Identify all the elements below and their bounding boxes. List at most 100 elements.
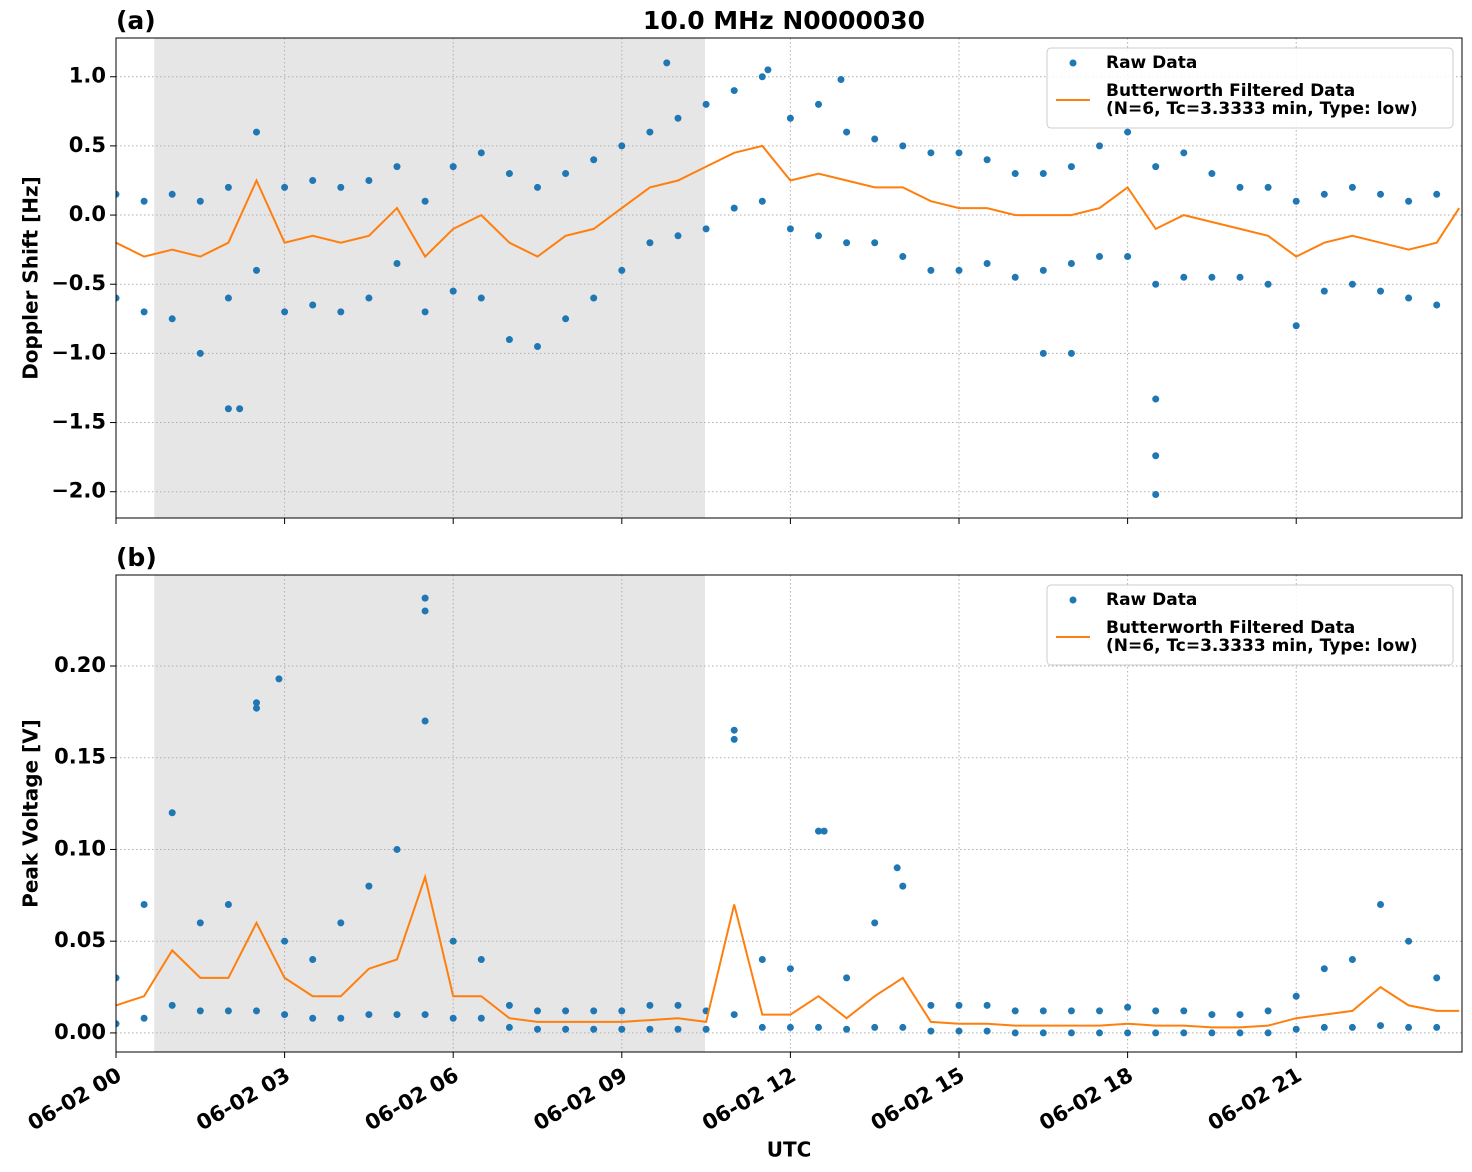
raw-point (1039, 349, 1047, 357)
raw-point (224, 294, 232, 302)
raw-point (927, 149, 935, 157)
raw-point (393, 163, 401, 171)
raw-point (1377, 190, 1385, 198)
raw-point (843, 974, 851, 982)
raw-point (1039, 266, 1047, 274)
raw-point (730, 87, 738, 95)
raw-point (983, 259, 991, 267)
raw-point (1180, 1029, 1188, 1037)
panel-label: (b) (116, 543, 157, 572)
raw-point (1236, 1029, 1244, 1037)
y-tick-label: 0.10 (54, 836, 106, 860)
raw-point (1180, 1007, 1188, 1015)
raw-point (702, 100, 710, 108)
raw-point (1039, 1007, 1047, 1015)
filtered-line (116, 144, 1461, 259)
raw-point (1433, 301, 1441, 309)
raw-point (927, 1027, 935, 1035)
raw-point (505, 170, 513, 178)
x-axis-label: UTC (767, 1138, 812, 1162)
raw-point (534, 183, 542, 191)
raw-point (449, 287, 457, 295)
raw-point (590, 294, 598, 302)
raw-point (646, 1025, 654, 1033)
raw-point (365, 882, 373, 890)
raw-point (1348, 183, 1356, 191)
raw-point (1377, 900, 1385, 908)
raw-point (168, 315, 176, 323)
x-tick-label: 06-02 12 (698, 1063, 800, 1136)
raw-point (871, 135, 879, 143)
raw-point (421, 607, 429, 615)
raw-point (815, 100, 823, 108)
raw-point (1096, 142, 1104, 150)
raw-point (786, 1023, 794, 1031)
raw-point (758, 73, 766, 81)
raw-point (477, 149, 485, 157)
panel-label: (a) (116, 6, 156, 35)
raw-point (843, 128, 851, 136)
raw-point (505, 1023, 513, 1031)
y-tick-label: 0.5 (69, 133, 106, 157)
legend-box (1046, 47, 1454, 129)
raw-point (955, 266, 963, 274)
raw-point (309, 176, 317, 184)
raw-point (224, 1007, 232, 1015)
raw-point (196, 197, 204, 205)
raw-point (1152, 452, 1160, 460)
raw-point (899, 1023, 907, 1031)
legend-box (1046, 584, 1454, 666)
raw-point (393, 259, 401, 267)
raw-point (421, 308, 429, 316)
raw-point (646, 128, 654, 136)
raw-point (1011, 273, 1019, 281)
raw-point (1152, 163, 1160, 171)
raw-point (1236, 273, 1244, 281)
raw-point (505, 336, 513, 344)
raw-point (618, 142, 626, 150)
axes-frame (115, 37, 1463, 519)
y-tick-label: 0.15 (54, 745, 106, 769)
x-tick-label: 06-02 18 (1035, 1063, 1137, 1136)
raw-point (168, 809, 176, 817)
raw-point (1348, 1023, 1356, 1031)
raw-point (786, 114, 794, 122)
raw-point (730, 735, 738, 743)
raw-point (893, 864, 901, 872)
raw-point (365, 1011, 373, 1019)
raw-point (534, 1025, 542, 1033)
raw-point (1377, 287, 1385, 295)
raw-point (505, 1001, 513, 1009)
raw-point (983, 156, 991, 164)
raw-point (337, 308, 345, 316)
raw-point (786, 225, 794, 233)
x-tick-label: 06-02 09 (529, 1063, 631, 1136)
raw-point (1208, 1029, 1216, 1037)
raw-point (1096, 253, 1104, 261)
legend-label: Butterworth Filtered Data (N=6, Tc=3.3333… (1106, 81, 1418, 119)
raw-point (421, 717, 429, 725)
raw-point (837, 75, 845, 83)
raw-point (899, 882, 907, 890)
raw-point (534, 1007, 542, 1015)
raw-point (309, 301, 317, 309)
raw-point (674, 1025, 682, 1033)
plot-area (116, 575, 1462, 1052)
raw-point (1180, 149, 1188, 157)
raw-point (562, 1007, 570, 1015)
raw-point (281, 937, 289, 945)
raw-point (1180, 273, 1188, 281)
raw-point (730, 726, 738, 734)
raw-point (1124, 253, 1132, 261)
shaded-span (154, 575, 705, 1052)
raw-point (275, 675, 283, 683)
raw-point (1264, 183, 1272, 191)
raw-point (421, 594, 429, 602)
raw-point (764, 66, 772, 74)
raw-point (1405, 294, 1413, 302)
raw-point (871, 1023, 879, 1031)
raw-point (365, 176, 373, 184)
raw-point (253, 128, 261, 136)
raw-point (1208, 1011, 1216, 1019)
